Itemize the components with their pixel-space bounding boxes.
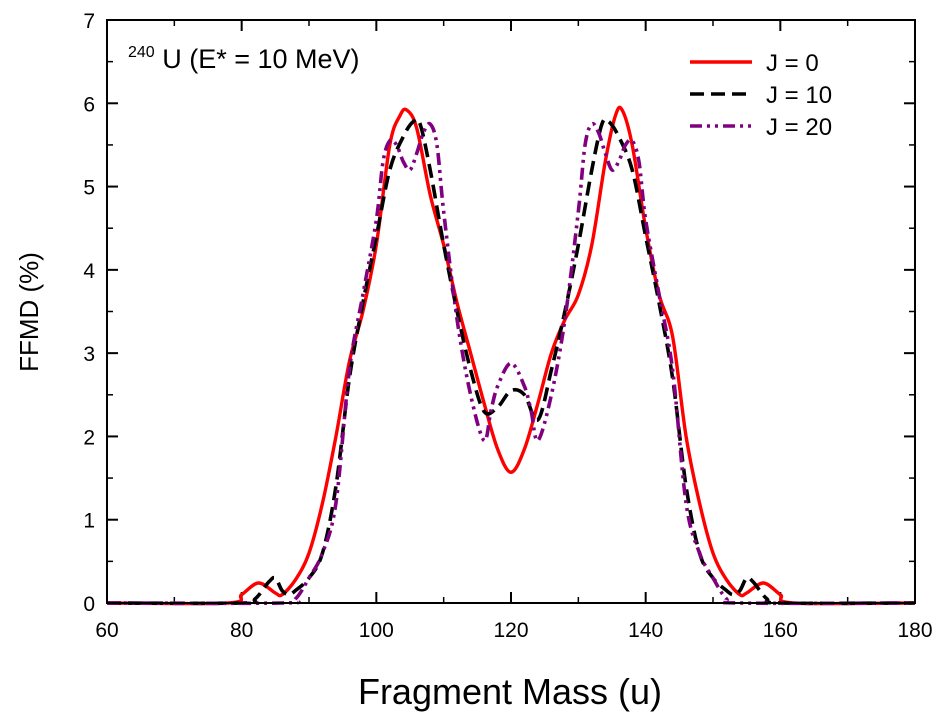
y-tick-label: 6 (83, 93, 95, 116)
plot-frame (106, 19, 916, 604)
x-tick-label: 60 (95, 619, 118, 642)
x-tick-label: 140 (628, 619, 663, 642)
tick-labels: 60 80 100 120 140 160 180 0 1 2 3 4 5 6 7 (83, 10, 932, 642)
annotation-text: U (E* = 10 MeV) (162, 44, 359, 74)
legend: J = 0 J = 10 J = 20 (690, 50, 832, 141)
series-line (106, 105, 916, 606)
y-tick-label: 5 (83, 177, 95, 200)
x-tick-label: 120 (493, 619, 528, 642)
series-line (106, 121, 916, 606)
y-tick-label: 7 (83, 10, 95, 33)
x-tick-label: 160 (763, 619, 798, 642)
chart-annotation: 240 U (E* = 10 MeV) (128, 33, 360, 74)
annotation-mass-number: 240 (128, 44, 155, 61)
x-tick-label: 100 (359, 619, 394, 642)
series-lines (106, 105, 916, 606)
y-tick-label: 2 (83, 426, 95, 449)
legend-label: J = 10 (766, 82, 832, 109)
y-tick-label: 0 (83, 593, 95, 616)
y-axis-title: FFMD (%) (14, 252, 44, 372)
legend-label: J = 20 (766, 114, 832, 141)
y-tick-label: 3 (83, 343, 95, 366)
series-line (106, 117, 916, 606)
y-tick-label: 1 (83, 510, 95, 533)
x-tick-label: 180 (897, 619, 932, 642)
legend-label: J = 0 (766, 50, 819, 77)
x-tick-label: 80 (230, 619, 253, 642)
x-axis-title: Fragment Mass (u) (358, 671, 662, 712)
y-tick-label: 4 (83, 260, 95, 283)
